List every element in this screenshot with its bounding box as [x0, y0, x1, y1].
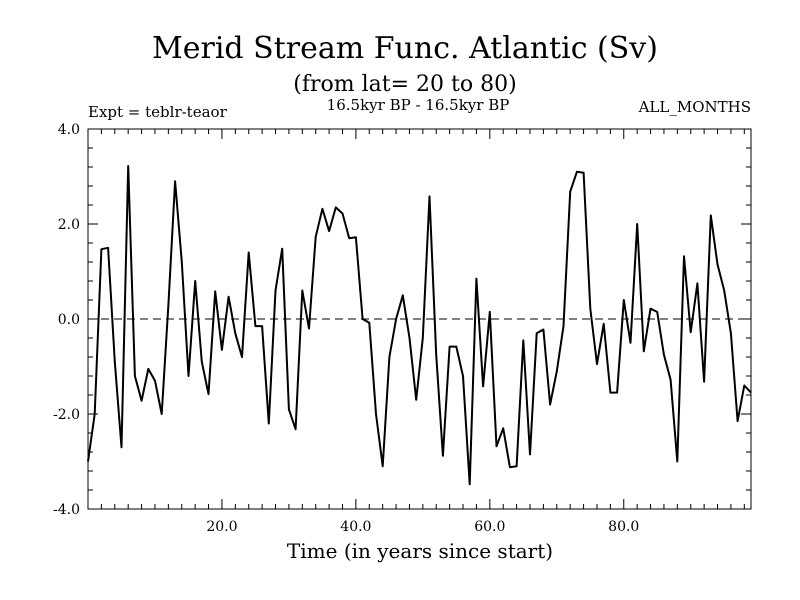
chart-title: Merid Stream Func. Atlantic (Sv)	[152, 31, 658, 66]
y-tick-labels: -4.0 -2.0 0.0 2.0 4.0	[53, 122, 80, 518]
y-tick-label: -2.0	[53, 407, 80, 423]
x-tick-label: 20.0	[206, 519, 237, 535]
expt-label: Expt = teblr-teaor	[88, 103, 228, 121]
x-tick-labels: 20.0 40.0 60.0 80.0	[206, 519, 639, 535]
y-tick-label: 0.0	[58, 312, 80, 328]
x-tick-label: 40.0	[340, 519, 371, 535]
y-tick-label: 2.0	[58, 217, 80, 233]
series-line	[87, 165, 752, 486]
y-tick-label: 4.0	[58, 122, 80, 138]
x-tick-label: 80.0	[608, 519, 639, 535]
y-tick-label: -4.0	[53, 502, 80, 518]
x-axis-label: Time (in years since start)	[287, 539, 553, 563]
chart-subtitle: (from lat= 20 to 80)	[293, 72, 516, 97]
period-label: 16.5kyr BP - 16.5kyr BP	[327, 96, 510, 114]
months-label: ALL_MONTHS	[638, 98, 751, 116]
x-tick-label: 60.0	[474, 519, 505, 535]
